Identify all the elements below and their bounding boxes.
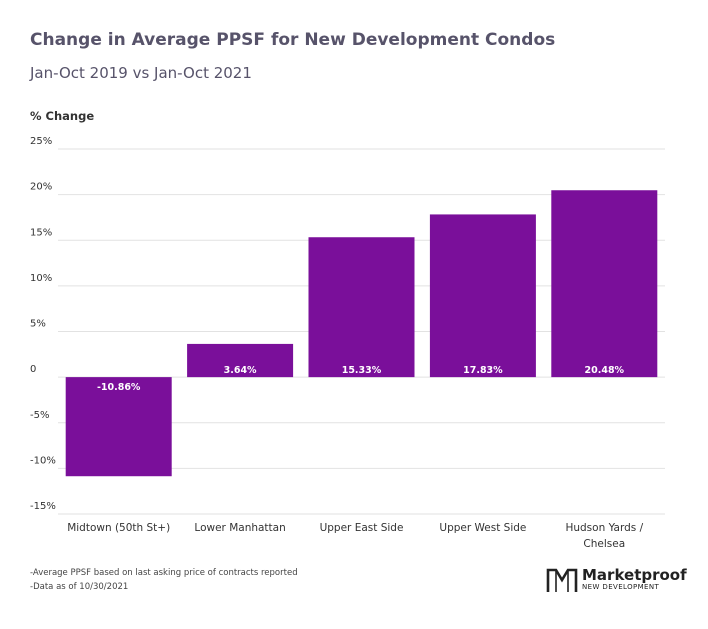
y-tick-label: 20% — [30, 182, 52, 193]
logo-name: Marketproof — [582, 566, 687, 584]
footnote-1: -Average PPSF based on last asking price… — [30, 568, 298, 578]
chart-title: Change in Average PPSF for New Developme… — [30, 30, 556, 50]
data-label: -10.86% — [97, 382, 141, 393]
y-tick-label: -15% — [30, 501, 56, 512]
x-tick-label: Lower Manhattan — [194, 522, 285, 534]
x-tick-label: Upper East Side — [320, 522, 404, 534]
bar — [65, 377, 172, 477]
data-label: 20.48% — [585, 365, 625, 376]
data-label: 17.83% — [463, 365, 503, 376]
y-tick-label: 15% — [30, 227, 52, 238]
y-tick-label: 5% — [30, 319, 46, 330]
logo-tagline: NEW DEVELOPMENT — [582, 583, 660, 591]
y-tick-label: 0 — [30, 364, 36, 375]
x-tick-label: Upper West Side — [439, 522, 526, 534]
x-tick-label: Midtown (50th St+) — [67, 522, 170, 534]
y-tick-label: 25% — [30, 136, 52, 147]
marketproof-logo-icon — [546, 568, 578, 592]
y-tick-label: -10% — [30, 455, 56, 466]
bar — [429, 214, 536, 378]
y-axis-label: % Change — [30, 109, 95, 123]
data-label: 3.64% — [224, 365, 257, 376]
y-tick-label: 10% — [30, 273, 52, 284]
x-tick-label: Hudson Yards / Chelsea — [565, 522, 643, 550]
marketproof-logo: Marketproof NEW DEVELOPMENT — [546, 566, 687, 594]
bar — [187, 343, 294, 378]
data-label: 15.33% — [342, 365, 382, 376]
y-tick-label: -5% — [30, 410, 49, 421]
footnote-2: -Data as of 10/30/2021 — [30, 582, 129, 592]
bar — [551, 190, 658, 378]
chart-subtitle: Jan-Oct 2019 vs Jan-Oct 2021 — [30, 64, 252, 82]
bar — [308, 237, 415, 378]
